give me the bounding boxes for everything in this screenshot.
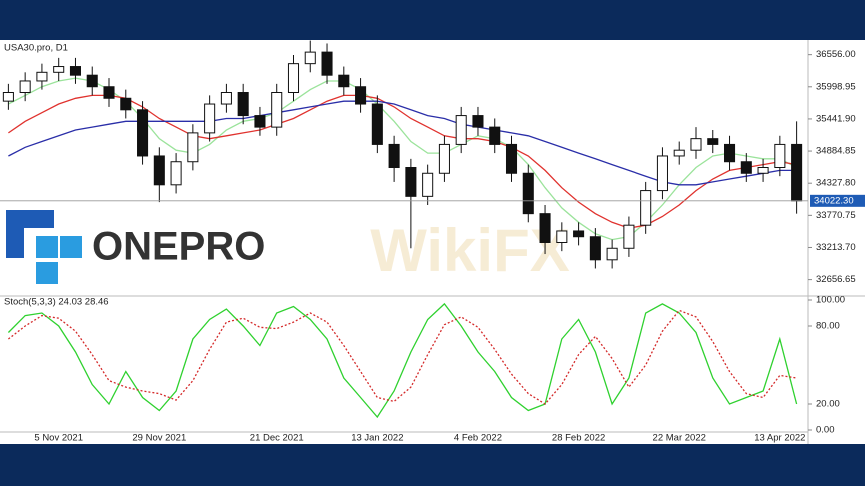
y-tick-label: 33213.70 xyxy=(816,242,856,253)
indicator-title: Stoch(5,3,3) 24.03 28.46 xyxy=(4,297,109,308)
x-tick-label: 4 Feb 2022 xyxy=(454,433,502,444)
candle-body xyxy=(472,115,484,128)
candle-body xyxy=(19,80,31,94)
candle-body xyxy=(690,138,702,151)
candle-body xyxy=(220,92,232,105)
candle-body xyxy=(489,126,501,145)
candle-body xyxy=(103,86,115,99)
candle-body xyxy=(287,63,300,93)
candle-body xyxy=(36,71,48,82)
indicator-line xyxy=(7,302,798,419)
x-tick-label: 28 Feb 2022 xyxy=(552,433,605,444)
x-tick-label: 29 Nov 2021 xyxy=(132,433,186,444)
candle-body xyxy=(556,230,568,243)
x-tick-label: 5 Nov 2021 xyxy=(34,433,83,444)
y-tick-label: 32656.65 xyxy=(816,274,856,285)
y-tick-label: 35998.95 xyxy=(816,81,856,92)
candle-body xyxy=(405,167,417,197)
candle-body xyxy=(673,149,685,157)
candle-body xyxy=(69,66,81,76)
candle-body xyxy=(137,109,149,157)
candle-body xyxy=(2,92,14,102)
candle-body xyxy=(422,172,434,197)
y-tick-label: 36556.00 xyxy=(816,49,856,60)
candle-body xyxy=(589,236,601,261)
candle-body xyxy=(321,51,333,76)
candle-body xyxy=(724,143,736,163)
x-tick-label: 13 Jan 2022 xyxy=(351,433,403,444)
y-tick-label: 33770.75 xyxy=(816,210,856,221)
candle-body xyxy=(237,92,249,117)
x-tick-label: 22 Mar 2022 xyxy=(653,433,706,444)
candle-body xyxy=(355,86,367,105)
x-tick-label: 13 Apr 2022 xyxy=(754,433,805,444)
candle-body xyxy=(120,97,132,111)
candle-body xyxy=(204,103,216,134)
candle-body xyxy=(707,138,719,145)
candle-body xyxy=(623,224,635,249)
y-tick-label: 34327.80 xyxy=(816,178,856,189)
x-tick-label: 21 Dec 2021 xyxy=(250,433,304,444)
candle-body xyxy=(606,247,618,261)
logo-icon xyxy=(6,210,82,284)
candle-body xyxy=(539,213,551,243)
y-tick-label: 20.00 xyxy=(816,399,840,410)
candle-body xyxy=(573,230,585,238)
logo-text: ONEPRO xyxy=(92,225,265,269)
candle-body xyxy=(187,132,199,163)
y-tick-label: 100.00 xyxy=(816,295,845,306)
candle-body xyxy=(304,51,316,65)
indicator-line xyxy=(8,309,797,405)
candle-body xyxy=(774,143,786,169)
candle-body xyxy=(740,161,752,174)
candle-body xyxy=(505,143,518,174)
candle-body xyxy=(53,66,65,73)
candle-body xyxy=(338,74,350,88)
last-price-label: 34022.30 xyxy=(814,195,854,206)
chart-title: USA30.pro, D1 xyxy=(4,43,68,54)
candle-body xyxy=(791,143,803,202)
candle-body xyxy=(640,190,652,226)
candle-body xyxy=(86,74,98,88)
y-tick-label: 35441.90 xyxy=(816,113,856,124)
candle-body xyxy=(438,143,450,174)
candle-body xyxy=(757,167,769,174)
y-tick-label: 0.00 xyxy=(816,425,835,436)
candle-body xyxy=(271,92,283,128)
y-tick-label: 34884.85 xyxy=(816,146,856,157)
candle-body xyxy=(170,161,182,186)
watermark: WikiFX xyxy=(370,217,569,284)
indicator-line xyxy=(8,94,797,229)
candle-body xyxy=(388,143,400,169)
candle-body xyxy=(371,103,383,145)
candle-body xyxy=(153,155,165,186)
last-price-tag xyxy=(810,194,865,207)
y-tick-label: 80.00 xyxy=(816,321,840,332)
candle-body xyxy=(254,115,266,128)
candle-body xyxy=(455,115,467,145)
candle-body xyxy=(522,172,534,215)
candle-body xyxy=(656,155,668,192)
